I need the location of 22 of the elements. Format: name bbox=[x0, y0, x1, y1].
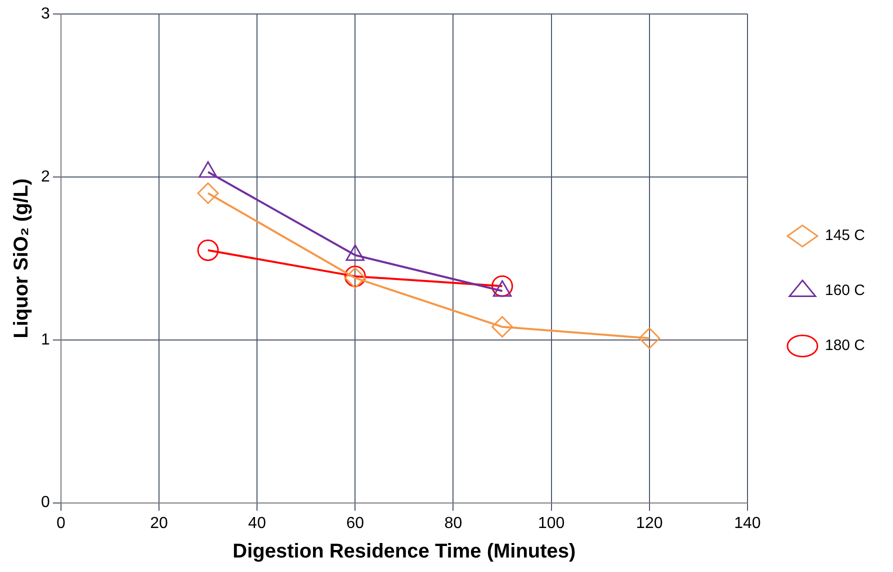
x-tick-label: 140 bbox=[734, 514, 761, 532]
x-tick-label: 40 bbox=[248, 514, 266, 532]
point bbox=[492, 275, 514, 297]
point bbox=[492, 316, 514, 338]
y-tick-label: 0 bbox=[40, 494, 50, 512]
point bbox=[638, 327, 660, 349]
x-axis-title: Digestion Residence Time (Minutes) bbox=[232, 540, 576, 563]
point bbox=[197, 182, 219, 204]
y-axis-title: Liquor SiO₂ (g/L) bbox=[10, 178, 33, 338]
y-tick-label: 1 bbox=[40, 331, 50, 348]
legend-label: 180 C bbox=[824, 337, 866, 354]
y-tick-label: 3 bbox=[40, 5, 50, 22]
x-tick-label: 0 bbox=[56, 514, 66, 532]
x-tick-label: 80 bbox=[444, 514, 462, 532]
x-tick-label: 20 bbox=[150, 514, 168, 532]
x-tick-label: 100 bbox=[538, 514, 565, 532]
legend-label: 160 C bbox=[824, 282, 866, 300]
point bbox=[197, 240, 219, 262]
legend-label: 145 C bbox=[824, 227, 866, 244]
x-tick-label: 60 bbox=[346, 514, 364, 532]
y-tick-label: 2 bbox=[40, 168, 50, 186]
x-tick-label: 120 bbox=[636, 514, 663, 532]
